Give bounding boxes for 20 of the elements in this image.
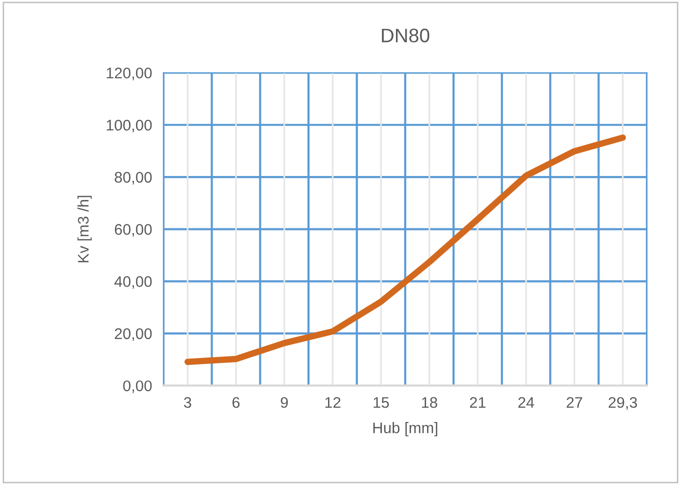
x-tick-label: 12: [325, 397, 340, 408]
y-tick-label: 120,00: [106, 68, 152, 80]
y-tick-label: 0,00: [123, 380, 152, 394]
x-tick-label: 18: [422, 397, 438, 408]
x-axis-title: Hub [mm]: [373, 422, 438, 436]
x-tick-label: 29,3: [608, 397, 637, 410]
x-tick-label: 9: [280, 397, 288, 408]
x-tick-label: 27: [566, 397, 582, 408]
y-tick-label: 20,00: [114, 328, 152, 341]
y-tick-label: 100,00: [106, 120, 152, 132]
chart-title: DN80: [382, 28, 430, 42]
x-tick-label: 21: [470, 397, 486, 408]
x-tick-label: 15: [374, 397, 389, 408]
y-axis-title: Kv [m3 /h]: [77, 196, 92, 262]
y-tick-label: 80,00: [114, 172, 152, 185]
y-tick-label: 40,00: [114, 276, 152, 289]
x-tick-label: 24: [518, 397, 534, 408]
x-tick-label: 3: [184, 397, 192, 408]
x-tick-label: 6: [232, 397, 240, 408]
y-tick-label: 60,00: [114, 224, 152, 237]
